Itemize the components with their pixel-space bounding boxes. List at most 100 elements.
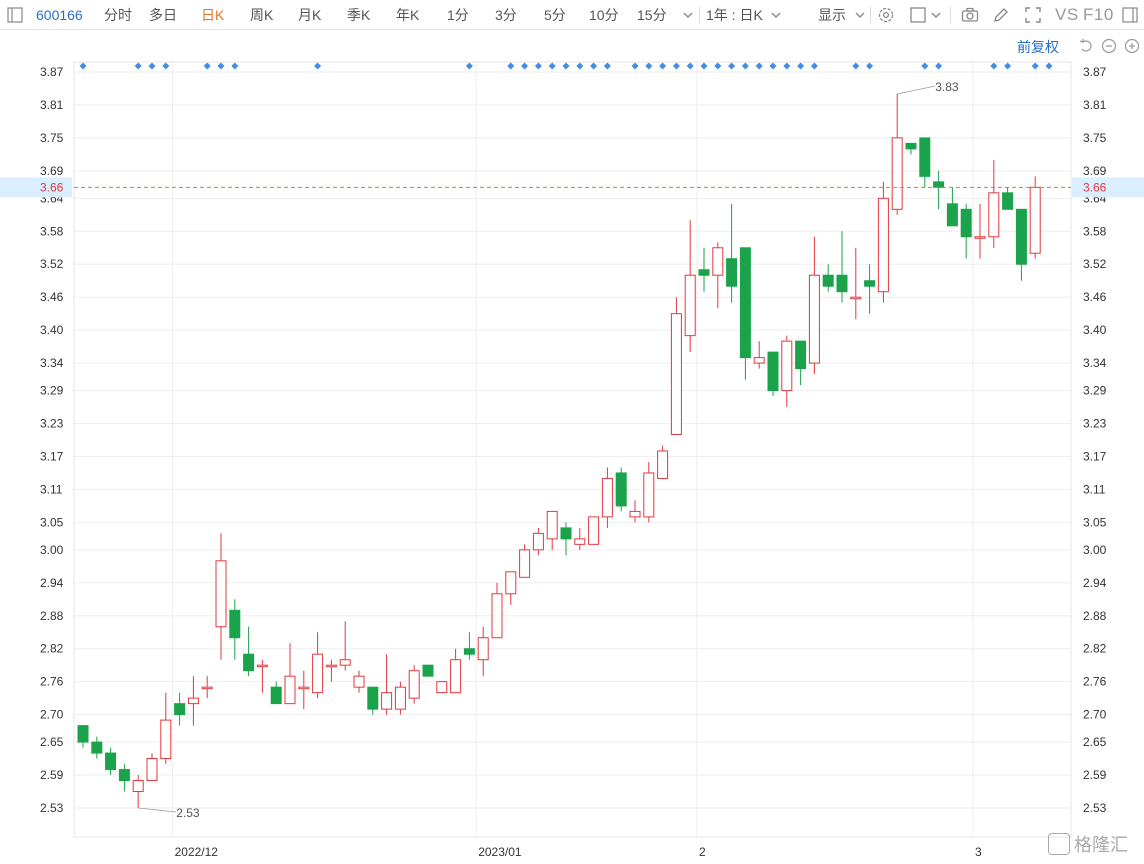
candle-body (408, 670, 420, 699)
zoom-out-icon[interactable] (1101, 38, 1117, 54)
fullscreen-icon[interactable] (1023, 5, 1043, 25)
candle-body (698, 269, 710, 276)
toolbar-divider (870, 7, 871, 23)
zoom-in-icon[interactable] (1124, 38, 1140, 54)
tab-monthly-k[interactable]: 月K (298, 7, 322, 23)
more-periods-chevron-icon[interactable] (678, 5, 698, 25)
tab-10min[interactable]: 10分 (589, 7, 619, 23)
candlestick-chart[interactable]: 3.87 3.873.81 3.813.75 3.753.69 3.693.64 3.64… (0, 30, 1144, 864)
candle (629, 500, 641, 523)
candle-body (753, 357, 765, 364)
y-tick-label-right: 2.65 (1083, 735, 1107, 749)
candle (1015, 208, 1027, 281)
tab-multi-day[interactable]: 多日 (149, 7, 177, 23)
event-marker (659, 62, 667, 70)
candle-body (532, 532, 544, 551)
y-tick-label-left: 3.52 (40, 257, 64, 271)
sidebar-toggle-icon[interactable] (5, 5, 25, 25)
x-tick-label: 3 (975, 845, 982, 859)
drawing-chevron-icon[interactable] (926, 5, 946, 25)
drawing-box-icon[interactable] (908, 5, 928, 25)
tab-3min[interactable]: 3分 (495, 7, 517, 23)
tab-quarterly-k[interactable]: 季K (347, 7, 371, 23)
candle-body (615, 472, 627, 507)
candle (187, 676, 199, 726)
watermark: 格隆汇 (1048, 832, 1128, 858)
candle (877, 181, 889, 303)
candle-body (353, 675, 365, 688)
y-tick-label-left: 3.05 (40, 515, 64, 529)
event-marker (990, 62, 998, 70)
tab-daily-k[interactable]: 日K (201, 7, 225, 23)
candle (1002, 187, 1014, 210)
candle (974, 203, 986, 259)
x-tick-label: 2 (699, 845, 706, 859)
candle-body (560, 527, 572, 540)
panel-toggle-icon[interactable] (1120, 5, 1140, 25)
event-marker (590, 62, 598, 70)
candle (919, 137, 931, 188)
period-select-chevron-icon[interactable] (766, 5, 786, 25)
candle-body (381, 692, 393, 710)
candle (601, 467, 613, 528)
tab-intraday[interactable]: 分时 (104, 7, 132, 23)
candle-body (284, 675, 296, 705)
candle-body (905, 142, 917, 150)
candle-body (657, 450, 669, 479)
y-tick-label-left: 2.59 (40, 768, 64, 782)
tab-15min[interactable]: 15分 (637, 7, 667, 23)
candle-body (201, 686, 213, 690)
event-marker (783, 62, 791, 70)
y-tick-label-left: 2.70 (40, 708, 64, 722)
forward-adjust-button[interactable]: 前复权 (1017, 39, 1059, 55)
display-chevron-icon[interactable] (850, 5, 870, 25)
candle (381, 654, 393, 715)
y-tick-label-right: 3.17 (1083, 449, 1107, 463)
candle-body (312, 653, 324, 694)
y-tick-label-left: 2.88 (40, 609, 64, 623)
pencil-icon[interactable] (991, 5, 1011, 25)
candle (132, 775, 144, 808)
event-marker (645, 62, 653, 70)
candle-body (91, 741, 103, 754)
tab-5min[interactable]: 5分 (544, 7, 566, 23)
candle (808, 236, 820, 375)
settings-gear-icon[interactable] (876, 5, 896, 25)
y-tick-label-right: 3.81 (1083, 98, 1107, 112)
current-price-label-right: 3.66 (1083, 180, 1107, 194)
tab-yearly-k[interactable]: 年K (396, 7, 420, 23)
event-marker (1045, 62, 1053, 70)
candle-body (574, 538, 586, 545)
candle (767, 351, 779, 397)
candle (532, 527, 544, 556)
period-select[interactable]: 1年 : 日K (706, 7, 763, 23)
watermark-text: 格隆汇 (1074, 835, 1128, 855)
y-tick-label-left: 2.94 (40, 576, 64, 590)
candle-body (1029, 186, 1041, 254)
vs-button[interactable]: VS (1055, 5, 1079, 24)
current-price-label-left: 3.66 (40, 180, 64, 194)
plot-frame (73, 61, 1072, 838)
candle-body (367, 686, 379, 710)
toolbar-divider (950, 7, 951, 23)
event-marker (728, 62, 736, 70)
candle-body (836, 274, 848, 293)
f10-button[interactable]: F10 (1083, 5, 1114, 24)
candle-body (519, 549, 531, 578)
candle-body (298, 686, 310, 690)
candle (243, 626, 255, 677)
event-marker (79, 62, 87, 70)
candle-body (601, 477, 613, 518)
annotation-leader (138, 807, 177, 813)
y-tick-label-right: 3.58 (1083, 224, 1107, 238)
display-menu[interactable]: 显示 (818, 7, 846, 23)
y-tick-label-left: 2.53 (40, 801, 64, 815)
camera-icon[interactable] (960, 5, 980, 25)
candle-body (850, 296, 862, 300)
tab-weekly-k[interactable]: 周K (250, 7, 274, 23)
undo-icon[interactable] (1078, 38, 1094, 54)
candle-body (546, 510, 558, 540)
event-marker (521, 62, 529, 70)
tab-1min[interactable]: 1分 (447, 7, 469, 23)
candle (201, 676, 213, 699)
